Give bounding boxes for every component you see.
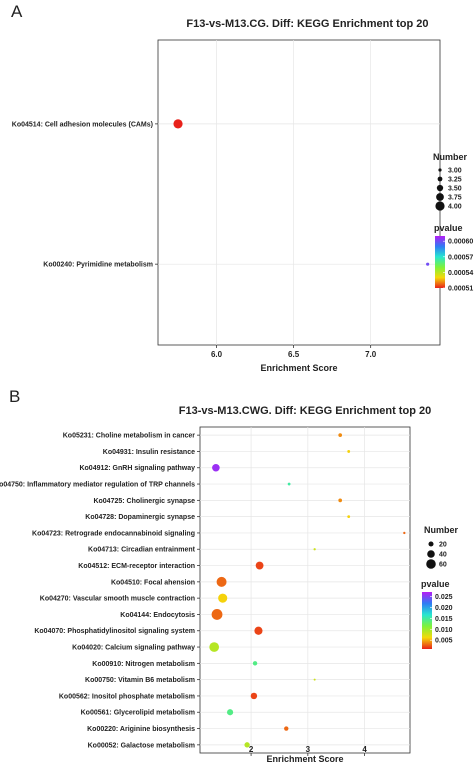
y-category-label: Ko00562: Inositol phosphate metabolism (59, 693, 195, 700)
y-category-label: Ko04510: Focal ahension (111, 579, 195, 586)
data-point (313, 678, 316, 681)
y-category-label: Ko04270: Vascular smooth muscle contract… (40, 596, 195, 603)
data-point (338, 433, 343, 437)
y-category-label: Ko04020: Calcium signaling pathway (72, 644, 195, 651)
x-tick-label: 4 (362, 745, 367, 754)
color-legend-label: 0.025 (435, 594, 453, 601)
data-point (212, 463, 220, 472)
y-category-label: Ko04728: Dopaminergic synapse (85, 514, 195, 521)
data-point (403, 531, 406, 535)
size-legend-symbol (427, 550, 435, 558)
y-category-label: Ko00910: Nitrogen metabolism (92, 661, 195, 668)
chart-title: F13-vs-M13.CG. Diff: KEGG Enrichment top… (186, 18, 428, 30)
data-point (244, 742, 250, 748)
chart-title: F13-vs-M13.CWG. Diff: KEGG Enrichment to… (179, 405, 431, 417)
size-legend-label: 3.00 (448, 168, 462, 175)
data-point (218, 593, 228, 603)
color-legend-title: pvalue (421, 579, 450, 589)
size-legend-label: 4.00 (448, 204, 462, 211)
y-category-label: Ko04144: Endocytosis (120, 612, 195, 619)
y-category-label: Ko04912: GnRH signaling pathway (79, 465, 195, 472)
size-legend-symbol (438, 168, 442, 172)
size-legend-symbol (428, 541, 434, 547)
data-point (347, 450, 351, 453)
size-legend-title: Number (433, 152, 468, 162)
data-point (211, 609, 223, 620)
x-tick-label: 3 (306, 745, 311, 754)
data-point (338, 498, 343, 503)
color-legend-label: 0.015 (435, 616, 453, 623)
size-legend-symbol (426, 559, 436, 569)
y-category-label: Ko00240: Pyrimidine metabolism (43, 262, 153, 269)
color-legend-label: 0.010 (435, 627, 453, 634)
size-legend-symbol (436, 184, 444, 192)
data-point (209, 642, 220, 652)
data-point (284, 726, 289, 731)
color-legend-label: 0.020 (435, 605, 453, 612)
y-category-label: Ko04713: Circadian entrainment (88, 547, 196, 554)
data-point (347, 515, 351, 519)
panel-letter: B (9, 387, 20, 406)
size-legend-symbol (437, 176, 443, 182)
size-legend-label: 3.25 (448, 177, 462, 184)
data-point (313, 548, 316, 551)
size-legend-label: 40 (439, 552, 447, 559)
x-tick-label: 2 (249, 745, 254, 754)
data-point (252, 661, 258, 666)
y-category-label: Ko04512: ECM-receptor interaction (78, 563, 195, 570)
y-category-label: Ko04514: Cell adhesion molecules (CAMs) (12, 121, 153, 128)
plot-frame (199, 426, 411, 754)
color-legend-title: pvalue (434, 223, 463, 233)
data-point (250, 692, 258, 700)
color-legend-label: 0.00060 (448, 239, 473, 246)
data-point (173, 119, 183, 129)
y-category-label: Ko05231: Choline metabolism in cancer (63, 433, 196, 440)
size-legend-symbol (435, 201, 445, 211)
y-category-label: Ko00561: Glycerolipid metabolism (81, 710, 195, 717)
x-tick-label: 6.0 (211, 350, 223, 359)
plot-frame (157, 39, 441, 346)
y-category-label: Ko04750: Inflammatory mediator regulatio… (0, 481, 195, 488)
data-point (287, 482, 291, 486)
y-category-label: Ko00052: Galactose metabolism (88, 742, 195, 749)
panel-letter: A (11, 2, 23, 21)
data-point (216, 576, 227, 587)
data-point (426, 262, 430, 266)
data-point (254, 626, 263, 635)
y-category-label: Ko04931: Insulin resistance (103, 449, 195, 456)
size-legend-title: Number (424, 525, 459, 535)
y-category-label: Ko04070: Phosphatidylinositol signaling … (34, 628, 195, 635)
color-legend-label: 0.00057 (448, 254, 473, 261)
x-axis-label: Enrichment Score (260, 363, 337, 373)
x-tick-label: 6.5 (288, 350, 300, 359)
y-category-label: Ko00750: Vitamin B6 metabolism (85, 677, 195, 684)
data-point (226, 709, 234, 716)
data-point (255, 561, 264, 570)
pvalue-color-bar (422, 592, 432, 649)
size-legend-symbol (436, 193, 444, 201)
x-axis-label: Enrichment Score (266, 754, 343, 764)
y-category-label: Ko04725: Cholinergic synapse (93, 498, 195, 505)
size-legend-label: 60 (439, 562, 447, 569)
color-legend-label: 0.005 (435, 638, 453, 645)
y-category-label: Ko04723: Retrograde endocannabinoid sign… (32, 530, 195, 537)
x-tick-label: 7.0 (365, 350, 377, 359)
size-legend-label: 3.75 (448, 195, 462, 202)
color-legend-label: 0.00054 (448, 270, 473, 277)
y-category-label: Ko00220: Ariginine biosynthesis (87, 726, 195, 733)
color-legend-label: 0.00051 (448, 286, 473, 293)
size-legend-label: 20 (439, 542, 447, 549)
size-legend-label: 3.50 (448, 186, 462, 193)
pvalue-color-bar (435, 236, 445, 288)
